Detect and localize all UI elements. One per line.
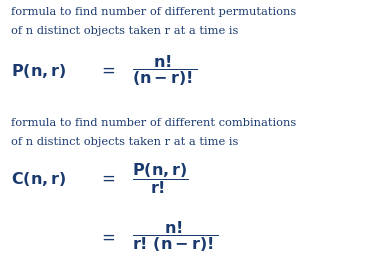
- Text: $\mathbf{\dfrac{n!}{(n-r)!}}$: $\mathbf{\dfrac{n!}{(n-r)!}}$: [132, 53, 198, 88]
- Text: $=$: $=$: [98, 62, 116, 79]
- Text: $=$: $=$: [98, 170, 116, 187]
- Text: $=$: $=$: [98, 228, 116, 245]
- Text: $\mathbf{C(n,r)}$: $\mathbf{C(n,r)}$: [11, 170, 66, 188]
- Text: of n distinct objects taken r at a time is: of n distinct objects taken r at a time …: [11, 137, 239, 147]
- Text: $\mathbf{P(n,r)}$: $\mathbf{P(n,r)}$: [11, 62, 66, 79]
- Text: formula to find number of different permutations: formula to find number of different perm…: [11, 7, 296, 17]
- Text: of n distinct objects taken r at a time is: of n distinct objects taken r at a time …: [11, 26, 239, 36]
- Text: $\mathbf{\dfrac{P(n,r)}{r!}}$: $\mathbf{\dfrac{P(n,r)}{r!}}$: [132, 161, 188, 196]
- Text: formula to find number of different combinations: formula to find number of different comb…: [11, 118, 296, 128]
- Text: $\mathbf{\dfrac{n!}{r!\,(n-r)!}}$: $\mathbf{\dfrac{n!}{r!\,(n-r)!}}$: [132, 219, 219, 254]
